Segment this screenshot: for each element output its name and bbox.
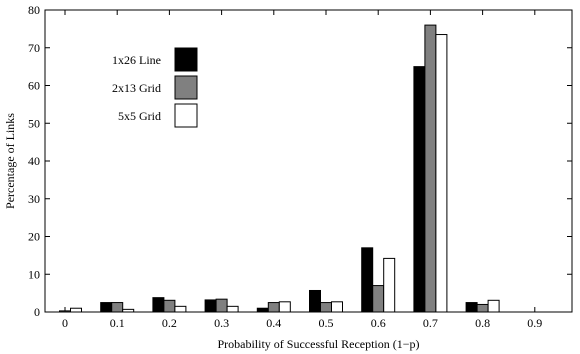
bar <box>152 297 165 313</box>
y-axis-title: Percentage of Links <box>3 113 17 209</box>
x-tick-label: 0.5 <box>319 316 334 330</box>
y-axis-ticks: 0 10 20 30 40 50 60 70 80 <box>28 3 572 319</box>
x-tick-label: 0.6 <box>371 316 386 330</box>
x-tick-label: 0.2 <box>162 316 177 330</box>
bar <box>320 302 332 313</box>
x-tick-label: 0.8 <box>475 316 490 330</box>
bar <box>361 247 374 313</box>
x-tick-label: 0.1 <box>110 316 125 330</box>
y-tick-label: 40 <box>28 154 40 168</box>
bar <box>476 303 489 313</box>
bars <box>59 24 500 313</box>
bar <box>174 305 187 313</box>
bar <box>413 66 426 313</box>
plot-frame <box>44 9 573 313</box>
bar <box>100 302 113 313</box>
legend-swatch <box>174 75 198 100</box>
bar <box>487 299 500 313</box>
x-axis-title: Probability of Successful Reception (1−p… <box>217 337 419 351</box>
x-tick-label: 0.3 <box>214 316 229 330</box>
bar <box>256 307 269 313</box>
x-tick-label: 0.7 <box>423 316 438 330</box>
bar <box>331 301 343 313</box>
y-tick-label: 20 <box>28 230 40 244</box>
y-tick-label: 30 <box>28 192 40 206</box>
bar <box>309 289 321 313</box>
x-tick-label: 0.9 <box>527 316 542 330</box>
bar <box>372 285 385 313</box>
bar <box>383 257 396 313</box>
bar <box>435 34 448 313</box>
bar <box>204 299 217 313</box>
legend-label: 5x5 Grid <box>118 109 161 123</box>
x-tick-label: 0.4 <box>266 316 281 330</box>
bar <box>215 298 228 313</box>
x-tick-label: 0 <box>62 316 68 330</box>
legend-label: 2x13 Grid <box>112 81 161 95</box>
legend-label: 1x26 Line <box>112 53 161 67</box>
y-tick-label: 80 <box>28 3 40 17</box>
y-tick-label: 50 <box>28 116 40 130</box>
bar <box>267 302 280 313</box>
bar <box>226 305 239 313</box>
bar <box>278 301 291 313</box>
y-tick-label: 0 <box>34 305 40 319</box>
y-tick-label: 70 <box>28 41 40 55</box>
legend-swatch <box>174 103 198 128</box>
bar <box>424 24 437 313</box>
y-tick-label: 10 <box>28 267 40 281</box>
x-axis-ticks: 0 0.1 0.2 0.3 0.4 0.5 0.6 0.7 0.8 0.9 <box>62 10 542 330</box>
bar <box>163 299 176 313</box>
bar <box>70 307 82 313</box>
legend-swatch <box>174 47 198 72</box>
bar <box>111 302 124 313</box>
legend: 1x26 Line 2x13 Grid 5x5 Grid <box>112 47 198 128</box>
y-tick-label: 60 <box>28 79 40 93</box>
bar <box>465 302 478 313</box>
